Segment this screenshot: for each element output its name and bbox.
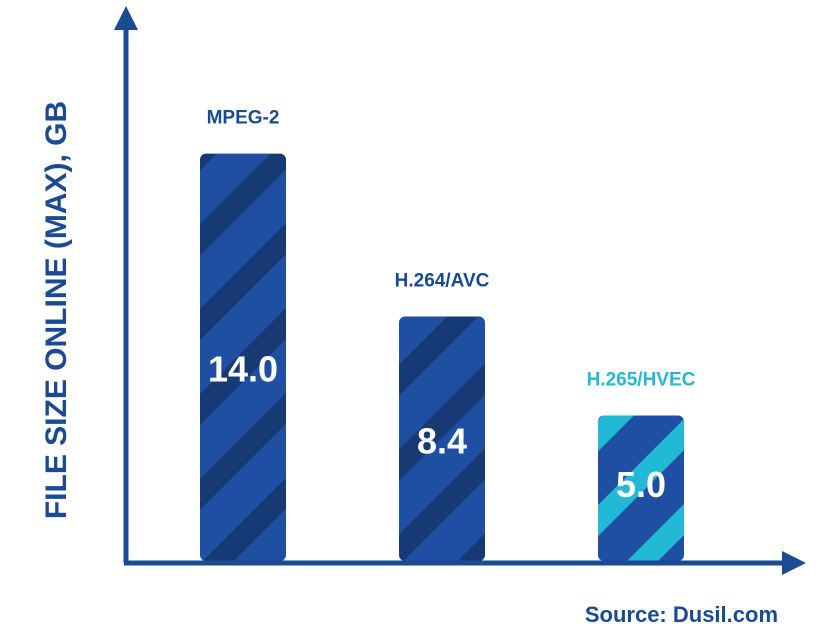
category-label-2: H.265/HVEC — [587, 370, 696, 391]
bar-1 — [399, 316, 485, 561]
x-axis-arrow-icon — [782, 551, 806, 575]
y-axis-label: FILE SIZE ONLINE (MAX), GB — [40, 101, 73, 519]
value-label-1: 8.4 — [417, 420, 467, 461]
value-label-2: 5.0 — [616, 464, 666, 505]
category-label-1: H.264/AVC — [395, 271, 490, 292]
bars-group — [200, 153, 684, 561]
bar-0 — [200, 153, 286, 561]
y-axis-arrow-icon — [114, 6, 138, 30]
value-label-0: 14.0 — [208, 349, 278, 390]
category-label-0: MPEG-2 — [207, 108, 280, 129]
labels-group: MPEG-2 14.0 H.264/AVC 8.4 H.265/HVEC 5.0 — [207, 108, 696, 505]
bar-2 — [598, 415, 684, 561]
source-text: Source: Dusil.com — [585, 602, 778, 627]
